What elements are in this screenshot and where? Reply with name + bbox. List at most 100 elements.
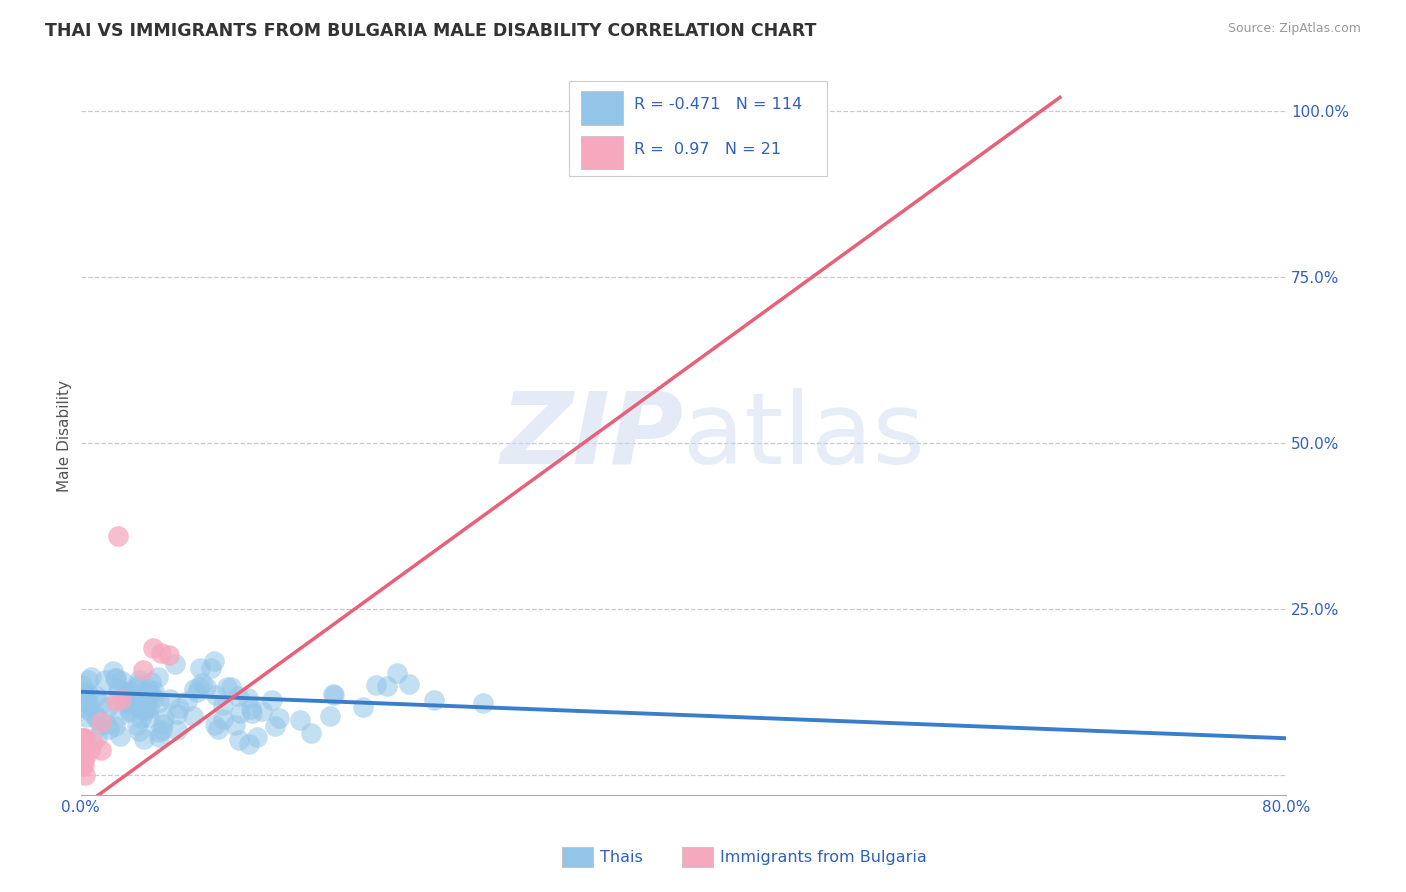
Point: [157, 648, 180, 663]
Point: [138, 700, 160, 714]
Point: [70, 744, 93, 758]
Point: [84, 708, 107, 723]
Point: [219, 681, 242, 695]
Point: [108, 709, 131, 723]
Point: [141, 688, 163, 702]
Point: [226, 689, 249, 703]
Point: [89, 718, 111, 732]
Point: [250, 704, 273, 718]
Point: [97, 722, 120, 736]
Point: [94, 716, 117, 731]
Text: R = -0.471   N = 114: R = -0.471 N = 114: [634, 97, 803, 112]
Point: [93, 673, 115, 687]
Point: [70, 677, 93, 691]
Point: [134, 732, 156, 747]
Point: [118, 705, 141, 719]
Point: [73, 738, 96, 752]
Point: [142, 690, 165, 705]
Text: Thais: Thais: [600, 850, 643, 864]
Point: [127, 698, 149, 713]
Point: [135, 702, 157, 716]
Point: [70, 759, 93, 773]
Point: [103, 664, 125, 678]
Point: [204, 718, 226, 732]
Point: [75, 768, 97, 782]
Point: [90, 714, 112, 729]
Point: [115, 690, 138, 704]
Point: [107, 681, 129, 696]
Point: [207, 723, 229, 737]
Point: [117, 703, 139, 717]
Point: [105, 694, 128, 708]
Point: [238, 690, 260, 705]
Point: [111, 673, 134, 688]
Text: THAI VS IMMIGRANTS FROM BULGARIA MALE DISABILITY CORRELATION CHART: THAI VS IMMIGRANTS FROM BULGARIA MALE DI…: [45, 22, 817, 40]
Point: [75, 710, 97, 724]
Point: [108, 684, 131, 698]
Point: [240, 706, 263, 720]
Point: [80, 670, 103, 684]
Point: [107, 529, 129, 543]
Point: [84, 690, 107, 704]
Point: [190, 661, 212, 675]
Text: ZIP: ZIP: [501, 387, 683, 484]
Text: Source: ZipAtlas.com: Source: ZipAtlas.com: [1227, 22, 1361, 36]
Point: [195, 680, 218, 694]
Point: [229, 706, 252, 720]
Point: [138, 709, 160, 723]
Point: [148, 695, 170, 709]
Point: [120, 698, 142, 713]
Point: [167, 700, 190, 714]
Point: [105, 672, 128, 686]
Point: [72, 731, 94, 745]
Point: [364, 678, 387, 692]
Text: Immigrants from Bulgaria: Immigrants from Bulgaria: [720, 850, 927, 864]
Point: [212, 698, 235, 712]
Point: [72, 700, 94, 714]
Point: [319, 709, 342, 723]
Point: [212, 712, 235, 726]
Point: [82, 735, 104, 749]
Point: [77, 703, 100, 717]
Point: [134, 704, 156, 718]
Point: [299, 726, 322, 740]
Point: [72, 754, 94, 768]
Point: [385, 666, 408, 681]
Point: [84, 710, 107, 724]
Point: [110, 729, 132, 743]
Point: [262, 693, 284, 707]
Point: [70, 685, 93, 699]
Point: [150, 723, 173, 737]
Point: [142, 684, 165, 698]
Point: [97, 700, 120, 714]
Point: [75, 749, 97, 764]
Point: [135, 691, 157, 706]
Point: [159, 692, 181, 706]
Point: [76, 695, 98, 709]
Point: [228, 733, 250, 747]
Point: [322, 686, 344, 700]
Point: [423, 693, 446, 707]
Point: [202, 654, 225, 668]
Point: [165, 657, 187, 672]
Point: [73, 731, 96, 745]
Point: [239, 702, 262, 716]
Point: [186, 685, 208, 699]
Point: [148, 724, 170, 739]
Point: [183, 682, 205, 697]
Point: [136, 681, 159, 696]
Point: [375, 679, 398, 693]
Point: [148, 730, 170, 744]
Point: [79, 743, 101, 757]
Point: [176, 694, 198, 708]
Point: [352, 699, 374, 714]
Point: [76, 686, 98, 700]
Point: [118, 683, 141, 698]
Point: [183, 709, 205, 723]
Point: [125, 680, 148, 694]
Point: [132, 663, 155, 677]
Point: [246, 731, 269, 745]
Point: [132, 703, 155, 717]
Point: [125, 697, 148, 711]
Point: [238, 738, 260, 752]
